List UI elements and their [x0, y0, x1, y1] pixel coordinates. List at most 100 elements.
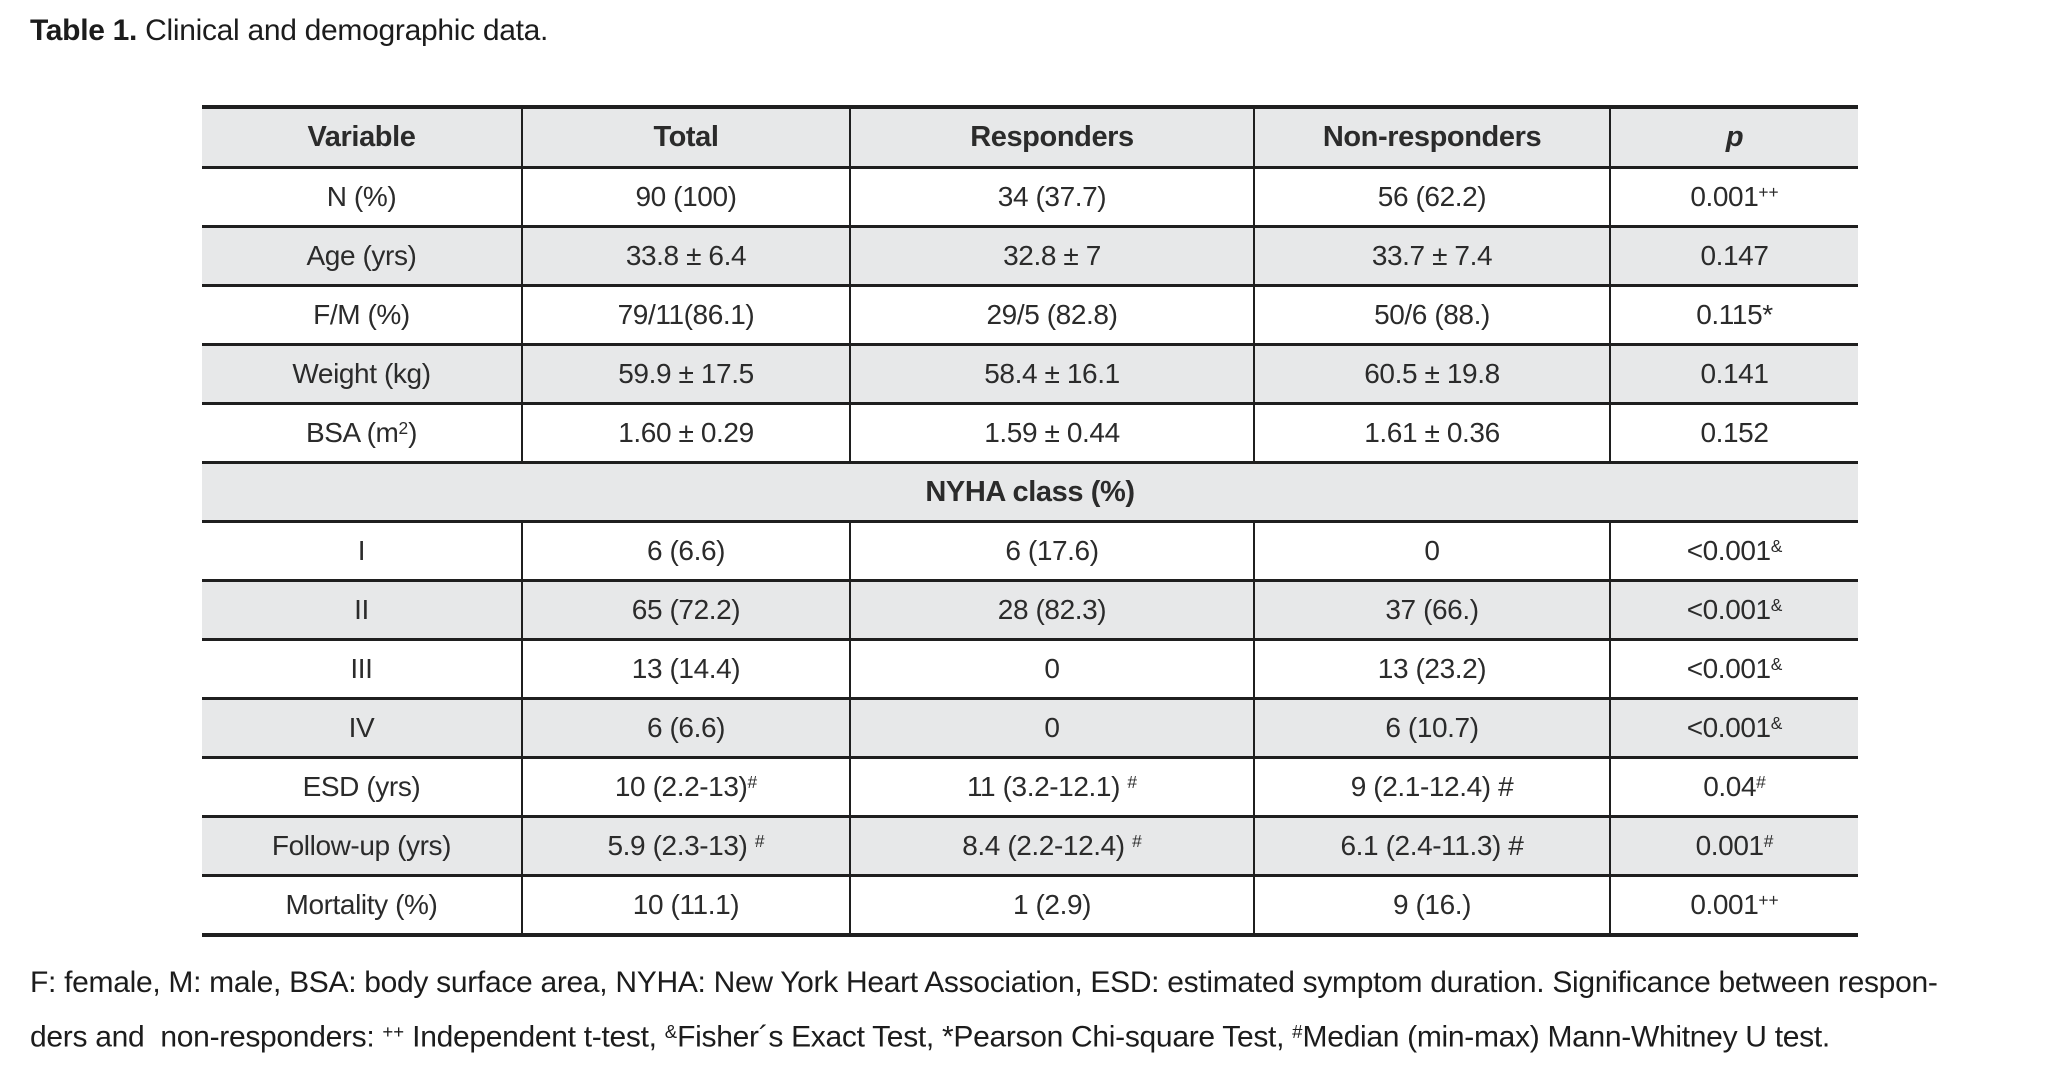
section-header: NYHA class (%) [202, 461, 1858, 522]
column-header-variable: Variable [202, 105, 523, 169]
text-segment: 29/5 (82.8) [986, 299, 1118, 330]
text-segment: 10 (2.2-13) [614, 771, 748, 802]
table-cell: 0.001++ [1610, 166, 1858, 227]
column-header-non-responders: Non-responders [1254, 105, 1611, 169]
table-cell: Weight (kg) [202, 343, 523, 404]
table-cell: <0.001& [1610, 579, 1858, 640]
text-segment: NYHA class (%) [925, 475, 1135, 508]
section-row: NYHA class (%) [202, 461, 1858, 522]
text-segment: 1 (2.9) [1012, 889, 1092, 920]
text-segment: 79/11(86.1) [617, 299, 755, 330]
column-header-responders: Responders [850, 105, 1255, 169]
superscript-marker: & [1770, 713, 1783, 734]
caption-label: Table 1. [30, 14, 138, 47]
table-cell: 13 (23.2) [1254, 638, 1611, 699]
table-cell: N (%) [202, 166, 523, 227]
table-cell: 58.4 ± 16.1 [850, 343, 1255, 404]
table-cell: <0.001& [1610, 638, 1858, 699]
text-segment: 0 [1044, 653, 1060, 684]
table-cell: 0.115* [1610, 284, 1858, 345]
table-cell: F/M (%) [202, 284, 523, 345]
table-cell: 90 (100) [522, 166, 851, 227]
table-cell: 6 (10.7) [1254, 697, 1611, 758]
text-segment: 6 (10.7) [1385, 712, 1479, 743]
footnote-line: F: female, M: male, BSA: body surface ar… [30, 958, 2015, 1007]
table-row: N (%) 90 (100) 34 (37.7) 56 (62.2) 0.001++ [202, 166, 1858, 227]
table-cell: 33.8 ± 6.4 [522, 225, 851, 286]
text-segment: 33.8 ± 6.4 [625, 240, 747, 271]
text-segment: 9 (16.) [1392, 889, 1472, 920]
header-row: Variable Total Responders Non-responders p [202, 105, 1858, 169]
table-cell: 0 [850, 638, 1255, 699]
superscript-marker: & [1770, 595, 1783, 616]
text-segment: BSA (m [305, 417, 399, 448]
text-segment: 0.001 [1695, 830, 1764, 861]
text-segment: F: female, M: male, BSA: body surface ar… [30, 966, 1938, 999]
table-cell: 56 (62.2) [1254, 166, 1611, 227]
superscript-marker: # [1132, 831, 1142, 852]
caption-text: Clinical and demographic data. [137, 14, 549, 47]
table-cell: <0.001& [1610, 697, 1858, 758]
text-segment: <0.001 [1686, 653, 1771, 684]
table-cell: 6 (17.6) [850, 520, 1255, 581]
table-row: ESD (yrs) 10 (2.2-13)# 11 (3.2-12.1) #9 (2… [202, 756, 1858, 817]
footnote: F: female, M: male, BSA: body surface ar… [30, 958, 2015, 1061]
table-cell: 10 (11.1) [522, 874, 851, 937]
table-cell: BSA (m2) [202, 402, 523, 463]
text-segment: N (%) [326, 181, 397, 212]
text-segment: Independent t-test, [404, 1020, 665, 1054]
text-segment: 5.9 (2.3-13) [607, 830, 755, 861]
text-segment: 6 (17.6) [1005, 535, 1099, 566]
table-cell: 0 [1254, 520, 1611, 581]
text-segment: Median (min-max) Mann-Whitney U test. [1302, 1020, 1831, 1054]
table-cell: 9 (16.) [1254, 874, 1611, 937]
superscript-marker: # [1292, 1021, 1303, 1042]
superscript-marker: ++ [382, 1021, 405, 1042]
text-segment: 90 (100) [635, 181, 737, 212]
superscript-marker: # [1756, 772, 1766, 793]
table-cell: 1.61 ± 0.36 [1254, 402, 1611, 463]
text-segment: 50/6 (88.) [1374, 299, 1490, 330]
text-segment: 0 [1044, 712, 1060, 743]
text-segment: ) [408, 417, 418, 448]
text-segment: II [354, 594, 369, 625]
text-segment: 28 (82.3) [997, 594, 1107, 625]
table-cell: 5.9 (2.3-13) # [522, 815, 851, 876]
superscript-marker: # [1763, 831, 1774, 852]
text-segment: I [357, 535, 366, 566]
superscript-marker: & [1770, 654, 1783, 675]
table-cell: 11 (3.2-12.1) # [850, 756, 1255, 817]
text-segment: 0.001 [1690, 889, 1759, 920]
table-cell: Mortality (%) [202, 874, 523, 937]
table-cell: 29/5 (82.8) [850, 284, 1255, 345]
table-cell: IV [202, 697, 523, 758]
text-segment: 65 (72.2) [631, 594, 741, 625]
table-cell: 6.1 (2.4-11.3) # [1254, 815, 1611, 876]
text-segment: 32.8 ± 7 [1003, 240, 1101, 271]
table-cell: Follow-up (yrs) [202, 815, 523, 876]
table-row: Weight (kg) 59.9 ± 17.5 58.4 ± 16.1 60.5 ± … [202, 343, 1858, 404]
text-segment: 11 (3.2-12.1) [966, 771, 1128, 802]
table-row: Mortality (%) 10 (11.1) 1 (2.9) 9 (16.) 0.00… [202, 874, 1858, 937]
superscript-marker: & [1770, 536, 1783, 557]
table-cell: 33.7 ± 7.4 [1254, 225, 1611, 286]
text-segment: 10 (11.1) [632, 889, 740, 920]
superscript-marker: # [754, 831, 765, 852]
table-cell: 0.141 [1610, 343, 1858, 404]
table-cell: 1 (2.9) [850, 874, 1255, 937]
superscript-marker: & [664, 1021, 678, 1042]
text-segment: 1.60 ± 0.29 [618, 417, 754, 448]
text-segment: Fisher´s Exact Test, *Pearson Chi-square… [677, 1020, 1293, 1054]
table-cell: 59.9 ± 17.5 [522, 343, 851, 404]
table-cell: III [202, 638, 523, 699]
superscript-marker: # [1127, 772, 1138, 793]
table-row: Age (yrs) 33.8 ± 6.4 32.8 ± 7 33.7 ± 7.4 0.1… [202, 225, 1858, 286]
text-segment: 13 (23.2) [1377, 653, 1487, 684]
text-segment: Age (yrs) [306, 240, 417, 271]
table-cell: 60.5 ± 19.8 [1254, 343, 1611, 404]
table-cell: 8.4 (2.2-12.4) # [850, 815, 1255, 876]
table-cell: <0.001& [1610, 520, 1858, 581]
table-cell: 1.59 ± 0.44 [850, 402, 1255, 463]
text-segment: III [350, 653, 373, 684]
table-row: I 6 (6.6) 6 (17.6) 0 <0.001& [202, 520, 1858, 581]
